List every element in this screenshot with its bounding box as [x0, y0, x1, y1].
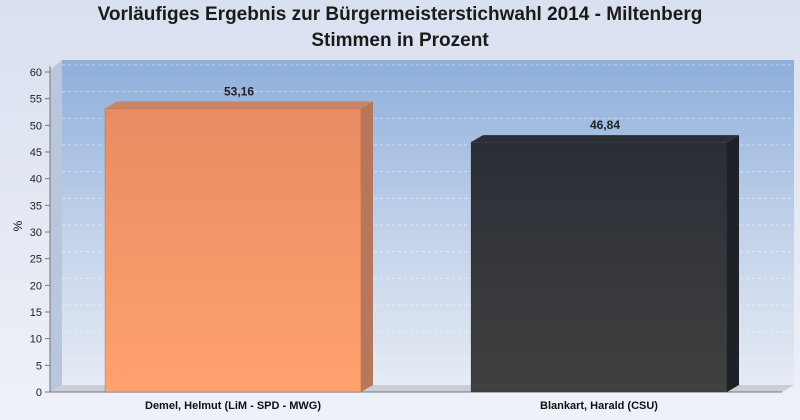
y-tick-label: 25 [30, 254, 42, 266]
bar-value-label: 46,84 [590, 118, 620, 132]
bar-front [470, 141, 728, 393]
y-tick-label: 10 [30, 334, 42, 346]
bar-front [104, 107, 362, 393]
y-tick-label: 55 [30, 94, 42, 106]
y-tick-label: 15 [30, 307, 42, 319]
plot-side-wall [50, 60, 62, 392]
y-tick-label: 60 [30, 67, 42, 79]
y-tick-label: 20 [30, 280, 42, 292]
y-tick-label: 35 [30, 200, 42, 212]
y-tick-label: 45 [30, 147, 42, 159]
bar-side [361, 101, 373, 392]
x-category-label: Demel, Helmut (LiM - SPD - MWG) [145, 400, 321, 412]
bar-side [727, 135, 739, 393]
bar-top [105, 101, 373, 109]
bar-value-label: 53,16 [224, 84, 254, 98]
y-tick-label: 5 [36, 360, 42, 372]
chart-subtitle: Stimmen in Prozent [311, 30, 489, 51]
y-tick-label: 30 [30, 227, 42, 239]
x-category-label: Blankart, Harald (CSU) [540, 400, 658, 412]
y-tick-label: 50 [30, 120, 42, 132]
bar-top [471, 135, 739, 143]
y-axis-label: % [11, 220, 25, 231]
chart-title: Vorläufiges Ergebnis zur Bürgermeisterst… [97, 4, 703, 25]
y-tick-label: 0 [36, 387, 42, 399]
y-tick-label: 40 [30, 174, 42, 186]
